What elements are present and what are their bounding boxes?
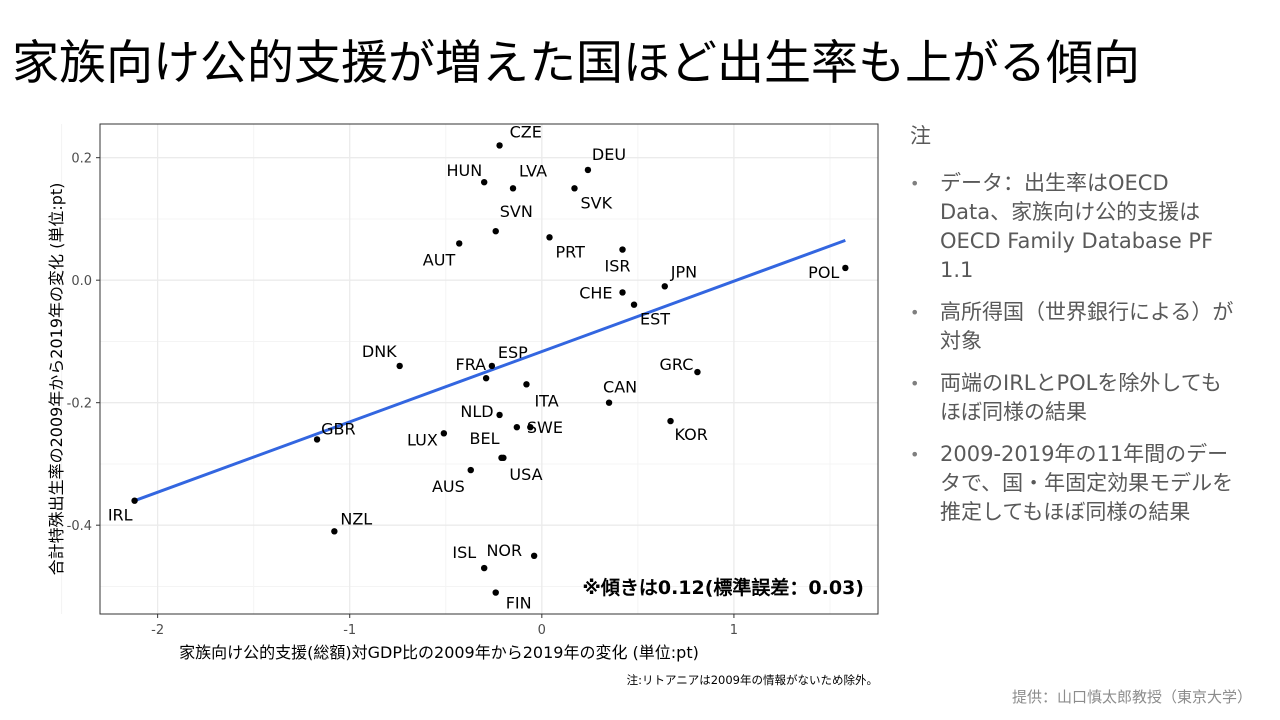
data-point (619, 289, 626, 296)
y-tick-label: -0.4 (67, 519, 92, 534)
data-point (509, 185, 517, 192)
data-point (496, 411, 503, 419)
data-point (496, 142, 503, 149)
data-point (667, 417, 674, 425)
point-label: NLD (460, 402, 493, 421)
x-tick-label: -2 (151, 623, 164, 638)
point-label: SVK (580, 193, 612, 212)
data-point (605, 399, 613, 406)
point-label: ISL (452, 543, 476, 562)
point-label: CHE (579, 283, 612, 302)
notes-panel: 注 データ：出生率はOECD Data、家族向け公的支援はOECD Family… (910, 122, 1240, 540)
data-point (313, 436, 321, 443)
data-point (842, 264, 849, 272)
note-item: データ：出生率はOECD Data、家族向け公的支援はOECD Family D… (910, 169, 1240, 285)
y-axis-title: 合計特殊出生率の2009年から2019年の変化 (単位:pt) (47, 183, 66, 576)
data-point (530, 552, 538, 560)
data-point (488, 362, 496, 370)
x-axis-title: 家族向け公的支援(総額)対GDP比の2009年から2019年の変化 (単位:pt… (179, 643, 699, 662)
scatter-chart: -2 -1 0 1 -0.4 -0.2 0.0 0.2 CZE DEU HUN LVA SVK SVN PR… (47, 122, 879, 687)
data-point (467, 466, 474, 474)
data-point (131, 497, 138, 504)
y-tick-label: 0.2 (71, 152, 92, 167)
data-point (694, 368, 701, 376)
note-item: 高所得国（世界銀行による）が対象 (910, 298, 1240, 356)
note-item: 両端のIRLとPOLを除外してもほぼ同様の結果 (910, 369, 1240, 427)
point-label: FIN (506, 594, 532, 613)
point-label: LUX (407, 430, 438, 449)
point-label: LVA (519, 161, 547, 180)
point-label: NZL (340, 509, 372, 528)
data-point (492, 227, 499, 235)
point-label: POL (808, 263, 839, 282)
point-label: KOR (675, 425, 708, 444)
y-tick-label: 0.0 (71, 274, 92, 289)
slide-title: 家族向け公的支援が増えた国ほど出生率も上がる傾向 (12, 36, 1140, 91)
x-tick-label: -1 (343, 623, 356, 638)
data-point (440, 430, 448, 437)
point-label: ISR (605, 257, 631, 276)
point-label: SVN (500, 202, 533, 221)
data-point (492, 589, 499, 596)
data-point (523, 381, 530, 388)
point-label: ESP (498, 343, 528, 362)
point-label: CAN (603, 378, 637, 397)
point-label: GBR (321, 419, 356, 438)
notes-list: データ：出生率はOECD Data、家族向け公的支援はOECD Family D… (910, 169, 1240, 527)
point-label: CZE (510, 122, 542, 141)
data-point (456, 240, 463, 247)
data-point (396, 362, 403, 370)
panel-border (99, 123, 879, 615)
x-tick-label: 1 (730, 623, 738, 638)
notes-heading: 注 (910, 124, 931, 148)
y-tick-label: -0.2 (67, 397, 92, 412)
point-label: SWE (527, 418, 563, 437)
regression-line (134, 238, 846, 503)
data-point (630, 301, 638, 308)
point-label: PRT (556, 242, 586, 261)
data-point (480, 564, 488, 572)
point-label: IRL (108, 506, 133, 525)
slope-annotation: ※傾きは0.12(標準誤差：0.03) (582, 576, 864, 599)
point-label: NOR (486, 541, 522, 560)
point-label: JPN (670, 262, 697, 281)
point-label: FRA (455, 355, 486, 374)
data-point (661, 283, 668, 290)
point-label: HUN (446, 161, 482, 180)
point-label: AUT (423, 250, 456, 269)
data-point (619, 246, 626, 253)
point-label: DEU (592, 145, 626, 164)
point-label: AUS (432, 477, 465, 496)
credit-text: 提供：山口慎太郎教授（東京大学） (1011, 688, 1252, 706)
data-point (480, 178, 488, 186)
data-point (527, 423, 534, 431)
data-point (513, 423, 521, 431)
point-label: DNK (362, 342, 397, 361)
data-point (331, 528, 338, 535)
note-item: 2009-2019年の11年間のデータで、国・年固定効果モデルを推定してもほぼ同… (910, 440, 1240, 527)
x-tick-label: 0 (538, 623, 546, 638)
data-point (500, 454, 507, 462)
point-label: EST (640, 310, 670, 329)
point-label: ITA (534, 391, 558, 410)
data-point (482, 374, 490, 382)
point-label: BEL (469, 429, 499, 448)
point-label: USA (509, 465, 542, 484)
chart-footnote: 注:リトアニアは2009年の情報がないため除外。 (627, 673, 878, 687)
data-point (571, 185, 578, 192)
data-point (546, 234, 553, 241)
point-label: GRC (660, 355, 694, 374)
data-point (584, 166, 592, 174)
